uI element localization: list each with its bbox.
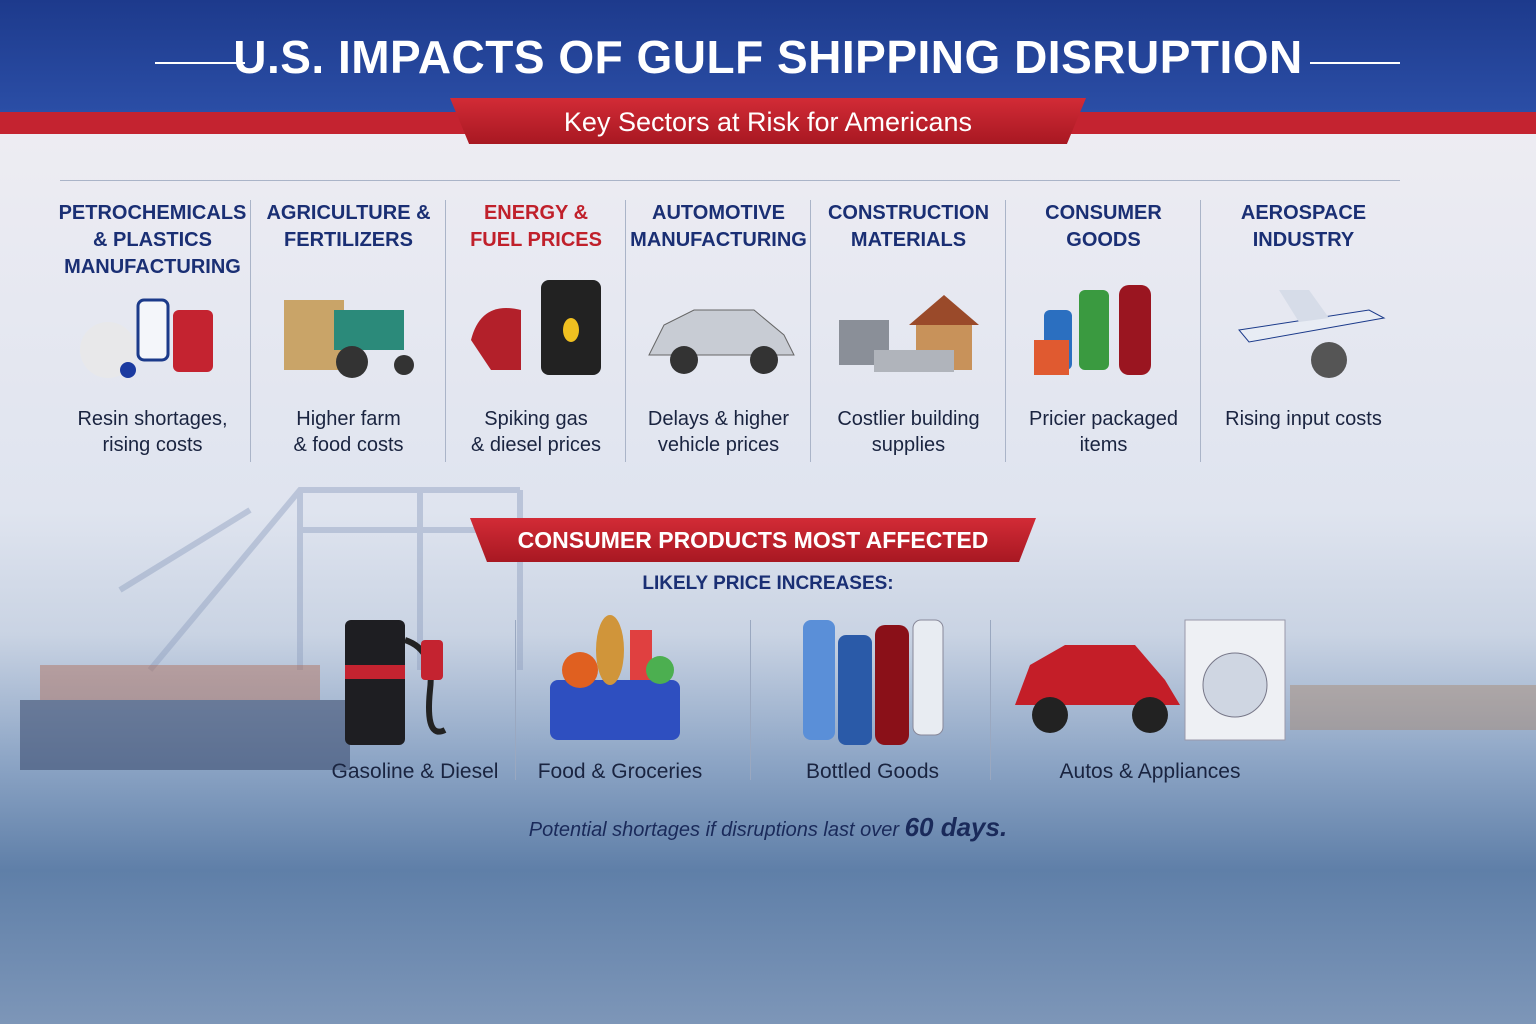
sector: ENERGY & FUEL PRICES Spiking gas & diesel p… bbox=[445, 200, 626, 462]
icon bbox=[802, 619, 943, 745]
footnote: Potential shortages if disruptions last … bbox=[0, 812, 1536, 843]
sector-title: ENERGY & FUEL PRICES bbox=[446, 200, 626, 254]
sector-icon bbox=[451, 270, 621, 395]
subtitle: Key Sectors at Risk for Americans bbox=[563, 107, 973, 137]
sector-caption: Spiking gas & diesel prices bbox=[446, 406, 626, 458]
product-label: Food & Groceries bbox=[537, 760, 703, 783]
sector-icon bbox=[264, 270, 434, 395]
sector-title-line: FUEL PRICES bbox=[470, 229, 602, 251]
rule bbox=[1310, 62, 1400, 64]
sector-title: CONSTRUCTION MATERIALS bbox=[811, 200, 1006, 254]
product: Food & Groceries bbox=[525, 610, 715, 785]
product-icon bbox=[530, 610, 710, 755]
sector-title: PETROCHEMICALS & PLASTICS MANUFACTURING bbox=[55, 200, 250, 281]
consumer-title: CONSUMER PRODUCTS MOST AFFECTED bbox=[517, 527, 989, 553]
sector-caption: Resin shortages, rising costs bbox=[55, 406, 250, 458]
sector: CONSUMER GOODS Pricier packaged items bbox=[1005, 200, 1201, 462]
icon bbox=[838, 295, 979, 372]
sector-caption-line: Spiking gas bbox=[484, 408, 588, 430]
sector: CONSTRUCTION MATERIALS Costlier building su… bbox=[810, 200, 1006, 462]
sector-caption-line: Pricier packaged bbox=[1029, 408, 1178, 430]
product-label: Gasoline & Diesel bbox=[331, 760, 499, 783]
sector-caption-line: Resin shortages, bbox=[77, 408, 228, 430]
product: Bottled Goods bbox=[760, 610, 985, 785]
sector-title-line: AGRICULTURE & bbox=[266, 202, 431, 224]
product-separator bbox=[750, 620, 751, 780]
sector-caption-line: Rising input costs bbox=[1225, 408, 1382, 430]
sector: AUTOMOTIVE MANUFACTURING Delays & higher ve… bbox=[625, 200, 811, 462]
title: U.S. IMPACTS OF GULF SHIPPING DISRUPTION bbox=[233, 31, 1303, 83]
footnote-emphasis: 60 days. bbox=[904, 812, 1008, 842]
icon bbox=[550, 615, 680, 740]
sector-caption-line: & food costs bbox=[293, 434, 404, 456]
sector-caption-line: vehicle prices bbox=[657, 434, 780, 456]
consumer-subtitle: LIKELY PRICE INCREASES: bbox=[642, 573, 894, 594]
icon bbox=[471, 280, 601, 375]
sector-title-line: & PLASTICS bbox=[93, 229, 212, 251]
sector-title-line: GOODS bbox=[1066, 229, 1141, 251]
sector-title-line: FERTILIZERS bbox=[284, 229, 413, 251]
sector: AGRICULTURE & FERTILIZERS Higher farm & foo… bbox=[250, 200, 446, 462]
sector-title-line: MANUFACTURING bbox=[64, 256, 241, 278]
product-label: Bottled Goods bbox=[805, 760, 940, 783]
sector-caption-line: rising costs bbox=[102, 434, 203, 456]
product-icon bbox=[783, 610, 963, 755]
icon bbox=[1033, 285, 1151, 375]
consumer-ribbon bbox=[470, 518, 1036, 562]
footnote-text: Potential shortages if disruptions last … bbox=[528, 819, 899, 841]
sector-title-line: PETROCHEMICALS bbox=[58, 202, 247, 224]
sector-title: CONSUMER GOODS bbox=[1006, 200, 1201, 254]
sector-caption-line: items bbox=[1079, 434, 1128, 456]
sector-title: AEROSPACE INDUSTRY bbox=[1201, 200, 1406, 254]
product: Gasoline & Diesel bbox=[330, 610, 500, 785]
sector-icon bbox=[68, 270, 238, 395]
product-icon bbox=[325, 610, 505, 755]
rule bbox=[155, 62, 245, 64]
product-separator bbox=[990, 620, 991, 780]
sector-caption-line: Higher farm bbox=[296, 408, 401, 430]
product-separator bbox=[515, 620, 516, 780]
sector-icon bbox=[1019, 270, 1189, 395]
sector-title-line: CONSTRUCTION bbox=[827, 202, 990, 224]
sector-title-line: MATERIALS bbox=[850, 229, 967, 251]
sector-caption: Higher farm & food costs bbox=[251, 406, 446, 458]
sector: AEROSPACE INDUSTRY Rising input costs bbox=[1200, 200, 1406, 462]
sector-title: AGRICULTURE & FERTILIZERS bbox=[251, 200, 446, 254]
sector-caption: Pricier packaged items bbox=[1006, 406, 1201, 458]
sector: PETROCHEMICALS & PLASTICS MANUFACTURING Res… bbox=[55, 200, 250, 462]
icon bbox=[283, 300, 414, 378]
icon bbox=[1237, 290, 1386, 378]
sector-title-line: AUTOMOTIVE bbox=[652, 202, 785, 224]
sector-title-line: AEROSPACE bbox=[1240, 202, 1367, 224]
icon bbox=[1015, 619, 1286, 741]
product-icon bbox=[1005, 610, 1295, 755]
divider bbox=[60, 180, 1400, 181]
sector-caption: Costlier building supplies bbox=[811, 406, 1006, 458]
sector-caption: Rising input costs bbox=[1201, 406, 1406, 432]
product-label: Autos & Appliances bbox=[1059, 760, 1241, 783]
sector-icon bbox=[634, 270, 804, 395]
sector-caption-line: & diesel prices bbox=[470, 434, 602, 456]
product: Autos & Appliances bbox=[1000, 610, 1300, 785]
sector-title-line: INDUSTRY bbox=[1252, 229, 1355, 251]
sector-caption-line: Delays & higher bbox=[647, 408, 790, 430]
sector-icon bbox=[1219, 270, 1389, 395]
sector-title: AUTOMOTIVE MANUFACTURING bbox=[626, 200, 811, 254]
sector-title-line: MANUFACTURING bbox=[630, 229, 807, 251]
sector-caption: Delays & higher vehicle prices bbox=[626, 406, 811, 458]
sector-caption-line: Costlier building bbox=[837, 408, 980, 430]
icon bbox=[79, 298, 213, 378]
sector-title-line: ENERGY & bbox=[483, 202, 589, 224]
header-band bbox=[0, 0, 1536, 112]
icon bbox=[345, 620, 447, 745]
sector-title-line: CONSUMER bbox=[1045, 202, 1162, 224]
subtitle-ribbon bbox=[450, 98, 1086, 144]
icon bbox=[647, 309, 795, 374]
sector-icon bbox=[824, 270, 994, 395]
sector-caption-line: supplies bbox=[871, 434, 946, 456]
port-backdrop bbox=[20, 487, 1536, 770]
